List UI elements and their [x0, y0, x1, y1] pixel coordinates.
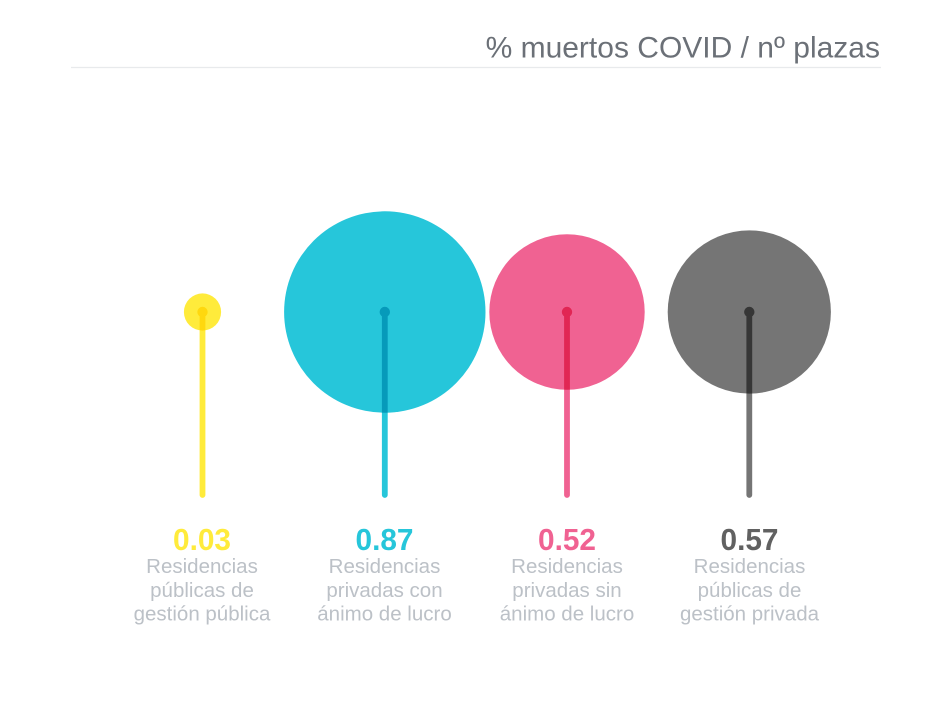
svg-text:privadas con: privadas con: [326, 579, 442, 602]
svg-text:privadas sin: privadas sin: [512, 579, 621, 602]
svg-text:0.03: 0.03: [173, 522, 231, 557]
svg-text:ánimo de lucro: ánimo de lucro: [500, 602, 634, 625]
svg-text:gestión privada: gestión privada: [680, 602, 820, 625]
svg-text:Residencias: Residencias: [146, 555, 258, 578]
svg-text:0.52: 0.52: [538, 522, 596, 557]
svg-text:Residencias: Residencias: [694, 555, 806, 578]
svg-text:Residencias: Residencias: [329, 555, 441, 578]
svg-text:públicas de: públicas de: [698, 579, 802, 602]
svg-text:públicas de: públicas de: [150, 579, 254, 602]
svg-text:0.57: 0.57: [721, 522, 779, 557]
svg-text:Residencias: Residencias: [511, 555, 623, 578]
svg-text:% muertos COVID / nº plazas: % muertos COVID / nº plazas: [486, 32, 880, 65]
svg-text:gestión pública: gestión pública: [134, 602, 271, 625]
svg-text:0.87: 0.87: [356, 522, 414, 557]
svg-text:ánimo de lucro: ánimo de lucro: [317, 602, 451, 625]
